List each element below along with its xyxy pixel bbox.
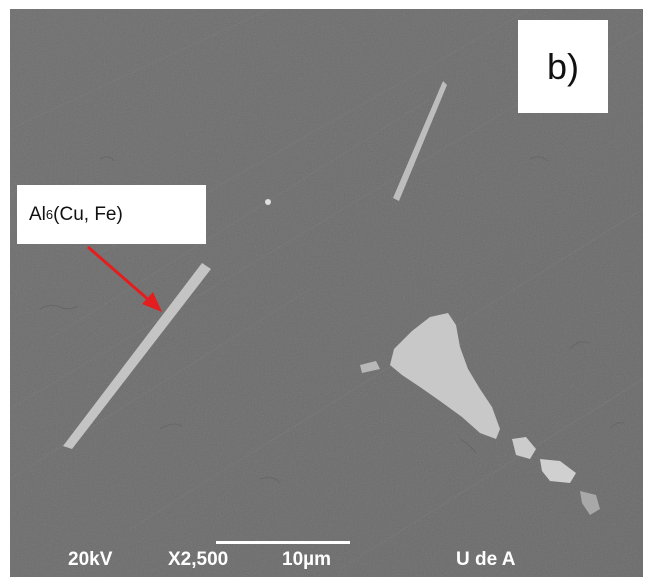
- sem-micrograph: b) Al 6 (Cu, Fe) 20kV X2,500 10µm U de A: [10, 9, 643, 577]
- small-particle: [265, 199, 271, 205]
- fragment-particle-2: [540, 459, 576, 483]
- facility-label: U de A: [456, 549, 516, 570]
- fragment-particle-1: [512, 437, 536, 459]
- fragment-particle-3: [580, 491, 600, 515]
- panel-label: b): [518, 20, 608, 113]
- accelerating-voltage: 20kV: [68, 549, 113, 570]
- blocky-intermetallic: [390, 313, 500, 439]
- callout-subscript: 6: [45, 207, 54, 222]
- surface-marks: [39, 156, 625, 484]
- fragment-particle-left: [360, 361, 380, 373]
- phase-callout-label: Al 6 (Cu, Fe): [17, 185, 206, 244]
- callout-element: Al: [29, 203, 46, 225]
- callout-arrow: [87, 245, 162, 312]
- callout-composition: (Cu, Fe): [53, 203, 123, 225]
- needle-particle-al6cufe: [63, 263, 211, 449]
- scale-bar-label: 10µm: [282, 549, 331, 570]
- needle-particle-upper: [393, 81, 447, 201]
- scale-bar: [216, 541, 350, 544]
- sem-data-bar: 20kV X2,500 10µm U de A: [10, 531, 643, 577]
- magnification: X2,500: [168, 549, 229, 570]
